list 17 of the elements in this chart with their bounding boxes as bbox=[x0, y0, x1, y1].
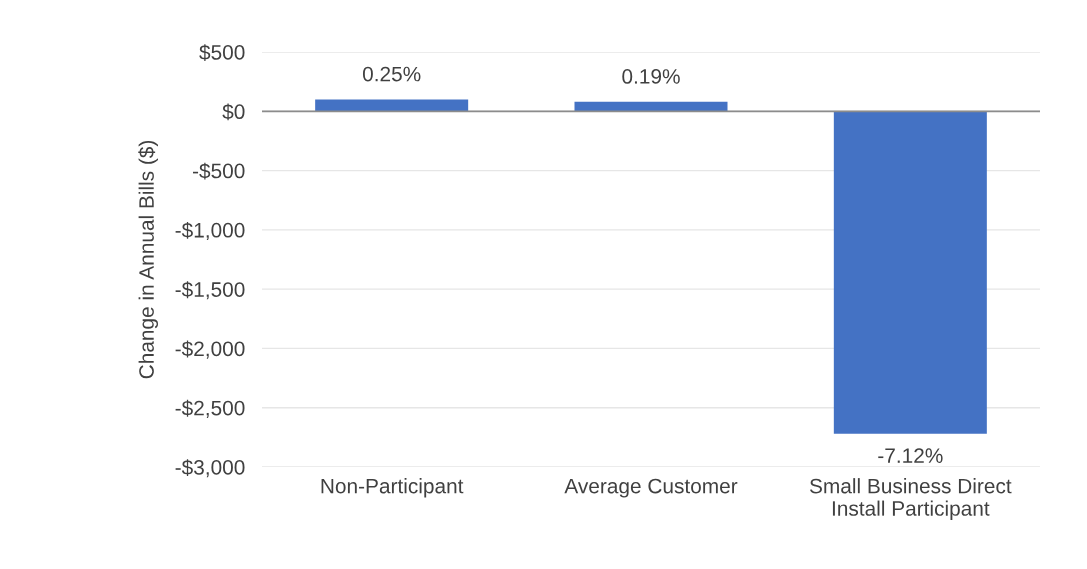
x-tick-label: Small Business Direct Install Participant bbox=[809, 478, 1012, 520]
y-tick-label: $500 bbox=[199, 44, 245, 61]
annotation: 0.25% bbox=[362, 66, 421, 82]
annotation: 0.19% bbox=[622, 69, 680, 84]
y-tick-label: -$1,500 bbox=[175, 281, 245, 300]
x-tick-label: Non-Participant bbox=[321, 478, 464, 498]
y-axis-title: Change in Annual Bills ($) bbox=[138, 140, 159, 379]
bar bbox=[833, 111, 987, 434]
y-tick-label: -$2,500 bbox=[175, 399, 245, 418]
y-tick-label: $0 bbox=[222, 103, 245, 121]
y-tick-label: -$3,000 bbox=[175, 459, 245, 478]
y-tick-label: -$2,000 bbox=[175, 340, 245, 359]
x-tick-label: Average Customer bbox=[564, 478, 738, 498]
bar bbox=[315, 99, 469, 112]
y-tick-label: -$500 bbox=[192, 162, 245, 180]
annotation: -7.12% bbox=[878, 448, 943, 463]
y-tick-label: -$1,000 bbox=[175, 221, 245, 241]
